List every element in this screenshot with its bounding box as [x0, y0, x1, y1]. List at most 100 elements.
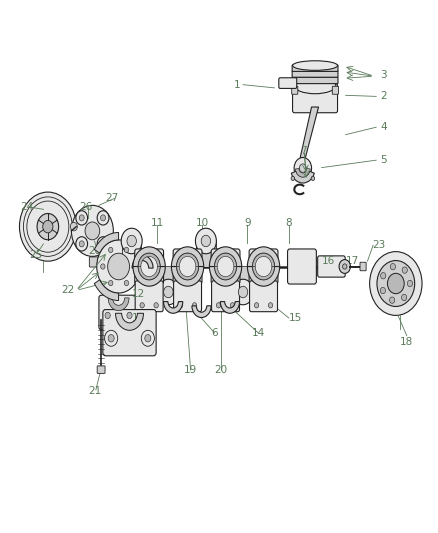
Wedge shape: [296, 168, 310, 177]
FancyBboxPatch shape: [89, 257, 100, 267]
Wedge shape: [138, 266, 160, 280]
Text: 21: 21: [88, 386, 101, 397]
Circle shape: [164, 286, 173, 298]
Circle shape: [154, 303, 158, 308]
FancyBboxPatch shape: [332, 86, 339, 94]
Circle shape: [230, 303, 235, 308]
Wedge shape: [133, 247, 165, 266]
Wedge shape: [177, 253, 198, 266]
Circle shape: [101, 264, 105, 269]
Circle shape: [343, 264, 347, 269]
Circle shape: [291, 176, 294, 181]
FancyBboxPatch shape: [288, 249, 316, 284]
Circle shape: [381, 272, 386, 279]
Text: 5: 5: [381, 155, 387, 165]
FancyBboxPatch shape: [292, 86, 298, 94]
Text: 14: 14: [252, 328, 265, 338]
Circle shape: [407, 280, 413, 287]
Circle shape: [97, 211, 109, 225]
FancyBboxPatch shape: [292, 71, 338, 77]
Circle shape: [268, 303, 273, 308]
Wedge shape: [209, 247, 242, 266]
Wedge shape: [163, 302, 183, 313]
Circle shape: [192, 303, 197, 308]
FancyBboxPatch shape: [292, 65, 338, 71]
Text: 22: 22: [62, 286, 75, 295]
Circle shape: [76, 211, 88, 225]
FancyBboxPatch shape: [293, 84, 338, 113]
Text: 28: 28: [88, 246, 101, 255]
Text: 12: 12: [131, 289, 145, 299]
Circle shape: [132, 264, 137, 269]
FancyBboxPatch shape: [99, 295, 138, 330]
Circle shape: [195, 228, 216, 254]
FancyBboxPatch shape: [318, 256, 345, 277]
Wedge shape: [220, 302, 240, 313]
Circle shape: [178, 303, 183, 308]
Wedge shape: [116, 313, 144, 330]
Circle shape: [76, 237, 88, 251]
Circle shape: [105, 312, 110, 319]
Circle shape: [339, 260, 350, 273]
FancyBboxPatch shape: [249, 249, 278, 284]
Circle shape: [124, 247, 129, 253]
Circle shape: [97, 237, 109, 251]
FancyBboxPatch shape: [211, 249, 240, 284]
Circle shape: [127, 312, 132, 319]
FancyBboxPatch shape: [103, 310, 156, 356]
Text: 6: 6: [211, 328, 218, 338]
Circle shape: [254, 303, 259, 308]
Wedge shape: [94, 232, 119, 253]
FancyBboxPatch shape: [135, 281, 163, 312]
Text: 17: 17: [346, 256, 359, 266]
Circle shape: [389, 297, 395, 303]
Wedge shape: [253, 266, 275, 280]
Wedge shape: [108, 298, 129, 311]
Circle shape: [101, 215, 106, 221]
Circle shape: [402, 294, 407, 301]
Circle shape: [294, 158, 311, 179]
Circle shape: [216, 303, 221, 308]
Circle shape: [43, 221, 53, 233]
Wedge shape: [177, 266, 198, 280]
Wedge shape: [253, 253, 275, 266]
Circle shape: [108, 253, 130, 280]
Text: 4: 4: [381, 122, 387, 132]
FancyBboxPatch shape: [173, 281, 201, 312]
PathPatch shape: [300, 107, 318, 158]
Ellipse shape: [293, 61, 338, 70]
Text: 7: 7: [300, 146, 306, 156]
Text: 15: 15: [289, 313, 302, 323]
Wedge shape: [171, 247, 204, 266]
Circle shape: [311, 176, 314, 181]
Circle shape: [140, 303, 145, 308]
Circle shape: [377, 261, 415, 306]
Circle shape: [108, 335, 114, 342]
FancyBboxPatch shape: [97, 366, 105, 373]
Circle shape: [124, 280, 129, 286]
FancyBboxPatch shape: [212, 281, 240, 312]
Wedge shape: [192, 306, 211, 318]
Text: 13: 13: [131, 313, 145, 323]
Circle shape: [79, 241, 84, 247]
Circle shape: [71, 205, 113, 256]
Ellipse shape: [294, 78, 336, 94]
Circle shape: [97, 240, 141, 293]
Text: 27: 27: [106, 193, 119, 204]
Wedge shape: [215, 253, 237, 266]
Wedge shape: [133, 266, 165, 286]
Text: 2: 2: [381, 91, 387, 101]
Circle shape: [101, 241, 106, 247]
Circle shape: [109, 247, 113, 253]
FancyBboxPatch shape: [279, 78, 297, 88]
Circle shape: [238, 286, 248, 298]
Circle shape: [37, 214, 59, 240]
Circle shape: [299, 164, 306, 172]
FancyBboxPatch shape: [292, 77, 338, 84]
Text: 26: 26: [79, 202, 92, 212]
Wedge shape: [94, 280, 119, 301]
Circle shape: [145, 335, 151, 342]
Text: 18: 18: [400, 337, 413, 347]
Circle shape: [109, 280, 113, 286]
Wedge shape: [215, 266, 237, 280]
